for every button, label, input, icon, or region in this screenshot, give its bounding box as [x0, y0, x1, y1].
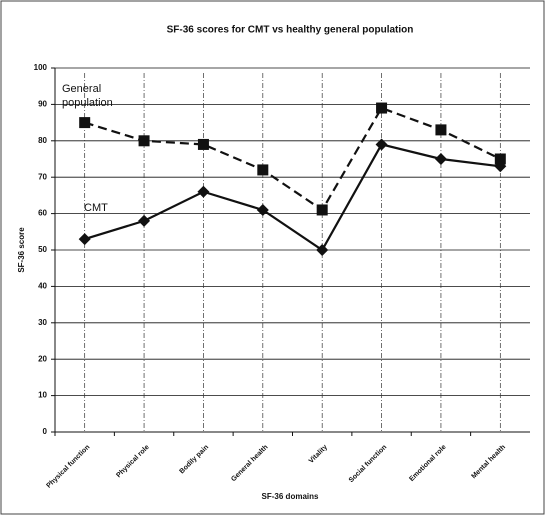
- annotation-box: General population: [62, 83, 113, 109]
- y-tick-label: 60: [38, 209, 47, 218]
- marker: [316, 244, 329, 256]
- chart-title: SF-36 scores for CMT vs healthy general …: [167, 25, 414, 36]
- marker: [494, 153, 506, 165]
- y-tick-label: 10: [38, 391, 47, 400]
- marker: [79, 117, 91, 129]
- y-tick-label: 90: [38, 100, 47, 109]
- marker: [256, 203, 269, 216]
- y-tick-label: 40: [38, 282, 47, 291]
- marker: [257, 164, 269, 176]
- marker: [494, 160, 507, 173]
- marker: [434, 153, 447, 165]
- marker: [197, 185, 210, 198]
- y-tick-label: 50: [38, 245, 47, 254]
- series-annotation: CMT: [84, 202, 108, 214]
- marker: [78, 233, 91, 246]
- marker: [138, 214, 151, 227]
- x-axis-title: SF-36 domains: [262, 492, 319, 501]
- y-tick-label: 20: [38, 354, 47, 363]
- marker: [375, 138, 388, 151]
- y-tick-label: 100: [34, 63, 48, 72]
- series-annotation: General population: [62, 83, 113, 109]
- marker: [316, 204, 328, 216]
- marker: [197, 138, 209, 150]
- marker: [376, 102, 388, 114]
- y-tick-label: 0: [43, 427, 48, 436]
- y-tick-label: 70: [38, 172, 47, 181]
- marker: [435, 124, 447, 136]
- marker: [138, 135, 150, 147]
- y-tick-label: 30: [38, 318, 47, 327]
- y-tick-label: 80: [38, 136, 47, 145]
- series-line: [84, 106, 501, 212]
- series-line: [84, 143, 501, 252]
- y-axis-title: SF-36 score: [17, 227, 26, 273]
